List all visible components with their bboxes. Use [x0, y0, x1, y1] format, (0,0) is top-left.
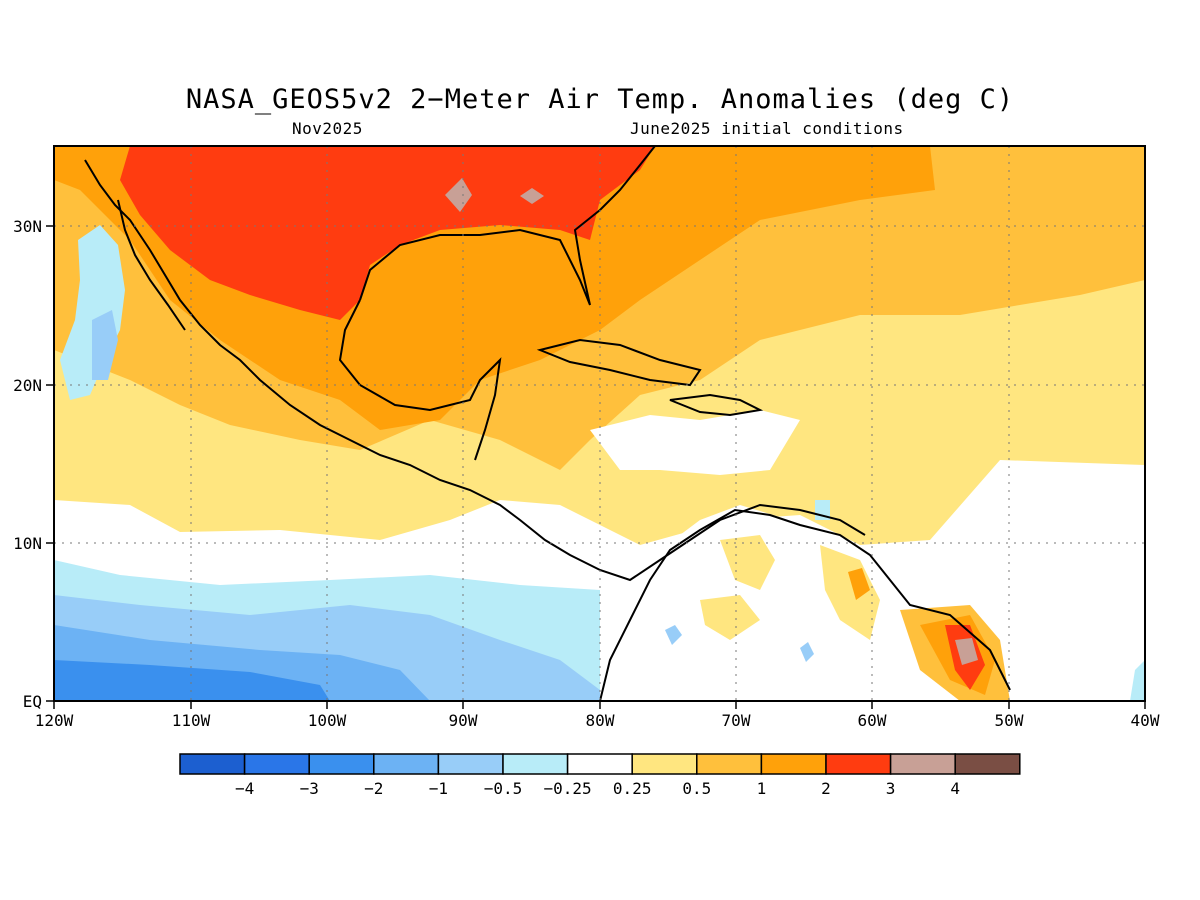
lat-label-10n: 10N [13, 534, 42, 553]
colorbar-label: −2 [364, 779, 383, 798]
colorbar-label: 4 [950, 779, 960, 798]
colorbar-swatch [825, 753, 892, 775]
lon-label-70w: 70W [722, 711, 751, 730]
anomaly-0.25-0.5 [700, 595, 760, 640]
anomaly-neg-0.5 [800, 642, 814, 662]
gulf-coast-mexico [338, 299, 502, 461]
lon-label-90w: 90W [449, 711, 478, 730]
colorbar-swatch [889, 753, 956, 775]
anomaly-neutral [590, 410, 800, 475]
lon-label-80w: 80W [586, 711, 615, 730]
colorbar-label: −1 [429, 779, 448, 798]
colorbar-swatch [696, 753, 763, 775]
lon-label-110w: 110W [172, 711, 211, 730]
colorbar-label: −3 [300, 779, 319, 798]
colorbar-swatch [179, 753, 246, 775]
anomaly-neutral [600, 505, 1010, 701]
lon-label-40w: 40W [1131, 711, 1160, 730]
lon-label-60w: 60W [858, 711, 887, 730]
anomaly-3-4-patch [520, 188, 544, 204]
colorbar-label: −4 [235, 779, 254, 798]
colorbar-swatch [566, 753, 633, 775]
lat-label-20n: 20N [13, 376, 42, 395]
colorbar-label: 3 [886, 779, 896, 798]
colorbar: −4 −3 −2 −1 −0.5 −0.25 0.25 0.5 1 2 3 4 [179, 753, 1021, 798]
anomaly-field [54, 146, 1145, 701]
forecast-month: Nov2025 [292, 119, 363, 138]
anomaly-0.25-0.5 [720, 535, 775, 590]
lat-label-eq: EQ [23, 692, 42, 711]
colorbar-label: 2 [821, 779, 831, 798]
lon-label-50w: 50W [995, 711, 1024, 730]
anomaly-neg-0.25 [1130, 660, 1145, 701]
lon-label-100w: 100W [308, 711, 347, 730]
gridlines [54, 146, 1145, 701]
colorbar-label: 0.5 [682, 779, 711, 798]
colorbar-swatch [502, 753, 569, 775]
map-title: NASA_GEOS5v2 2−Meter Air Temp. Anomalies… [185, 84, 1015, 115]
gulf-coast-us [359, 146, 656, 306]
lon-label-120w: 120W [35, 711, 74, 730]
anomaly-3-4-patch [955, 638, 978, 665]
colorbar-swatch [437, 753, 504, 775]
anomaly-neg-0.5 [92, 310, 118, 380]
anomaly-neg-0.25 [60, 225, 125, 400]
baja-peninsula-coast [117, 199, 186, 331]
coastlines [84, 146, 1011, 701]
initial-conditions: June2025 initial conditions [630, 119, 904, 138]
colorbar-swatch [760, 753, 827, 775]
colorbar-label: 1 [757, 779, 767, 798]
axis-ticks [46, 225, 1146, 709]
colorbar-swatch [954, 753, 1021, 775]
colorbar-label: −0.25 [544, 779, 592, 798]
colorbar-label: −0.5 [484, 779, 523, 798]
colorbar-swatch [308, 753, 375, 775]
colorbar-swatch [243, 753, 310, 775]
cuba-coast [536, 338, 702, 387]
lat-label-30n: 30N [13, 217, 42, 236]
anomaly-2-3 [120, 146, 655, 320]
hispaniola-coast [669, 393, 764, 417]
anomaly-0.25-0.5 [820, 545, 880, 640]
colorbar-swatch [373, 753, 440, 775]
pacific-coastline [84, 159, 866, 582]
anomaly-neg-0.5 [665, 625, 682, 645]
colorbar-swatch [631, 753, 698, 775]
anomaly-3-4-patch [445, 178, 472, 212]
colorbar-label: 0.25 [613, 779, 652, 798]
south-america-coast [599, 508, 1011, 701]
anomaly-1-2 [848, 568, 870, 600]
anomaly-neg-2 [54, 660, 330, 701]
